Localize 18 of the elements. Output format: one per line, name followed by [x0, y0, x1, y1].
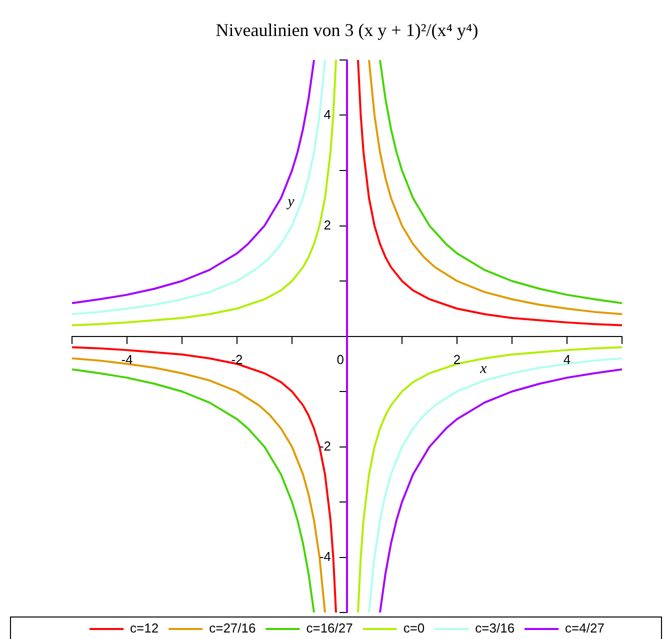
y-tick-label: 4: [324, 106, 331, 122]
legend-label: c=27/16: [209, 620, 256, 636]
x-tick-label: 0: [336, 352, 344, 367]
legend-label: c=12: [130, 620, 159, 636]
legend-label: c=0: [403, 620, 425, 636]
x-tick-label: 2: [453, 352, 461, 367]
chart-title: Niveaulinien von 3 (x y + 1)²/(x⁴ y⁴): [214, 20, 480, 41]
legend-label: c=4/27: [565, 620, 604, 636]
legend-label: c=16/27: [306, 620, 353, 636]
x-tick-label: 4: [563, 352, 571, 367]
y-tick-label: -4: [319, 548, 331, 564]
x-tick-label: -2: [231, 352, 243, 367]
legend-label: c=3/16: [475, 620, 515, 636]
x-tick-label: -4: [121, 352, 133, 367]
x-axis-title: x: [479, 361, 488, 378]
y-axis-title: y: [286, 194, 295, 210]
y-tick-label: 2: [324, 217, 331, 232]
y-tick-label: -2: [319, 438, 331, 454]
